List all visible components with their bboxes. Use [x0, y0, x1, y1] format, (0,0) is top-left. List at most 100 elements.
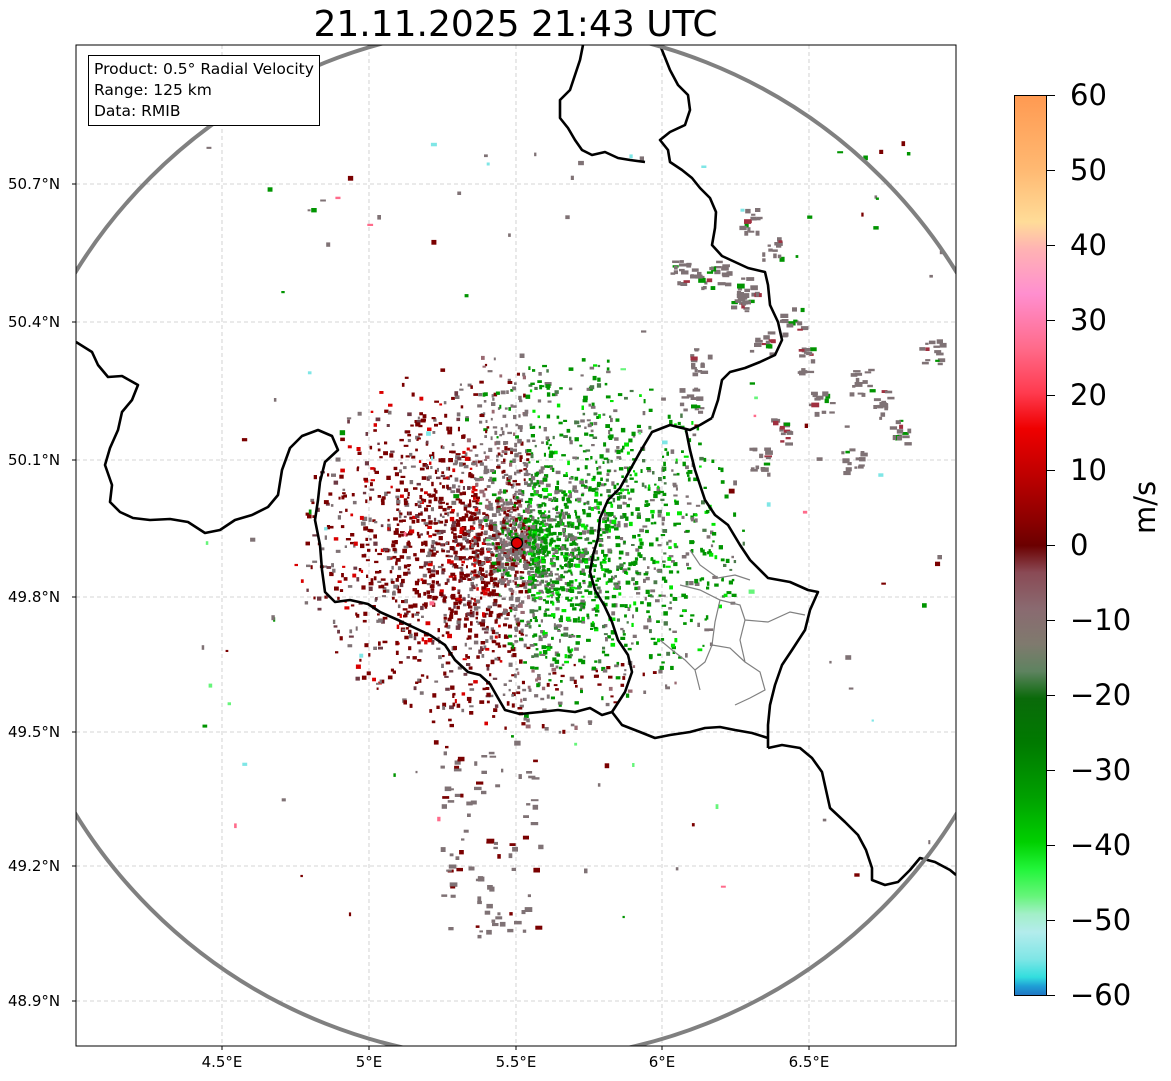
echo-pixel: [517, 671, 520, 676]
echo-pixel: [584, 465, 588, 470]
echo-pixel: [439, 403, 443, 406]
echo-pixel: [598, 539, 603, 543]
echo-pixel: [431, 580, 435, 584]
echo-pixel: [339, 511, 343, 514]
echo-pixel: [642, 672, 645, 677]
echo-pixel: [584, 589, 589, 593]
echo-pixel: [357, 411, 362, 416]
echo-pixel: [687, 470, 693, 474]
echo-pixel: [483, 645, 487, 650]
echo-pixel: [548, 518, 554, 522]
echo-pixel: [530, 480, 533, 485]
echo-pixel: [536, 683, 540, 688]
echo-pixel: [569, 436, 572, 441]
echo-pixel: [490, 553, 495, 557]
echo-pixel: [420, 578, 424, 581]
echo-pixel: [443, 751, 447, 756]
echo-pixel: [685, 552, 690, 556]
echo-pixel: [532, 522, 535, 526]
echo-pixel: [367, 223, 374, 226]
echo-pixel: [512, 846, 518, 852]
echo-pixel: [544, 727, 549, 731]
echo-pixel: [403, 501, 408, 506]
echo-pixel: [514, 626, 519, 631]
echo-pixel: [453, 605, 456, 609]
echo-pixel: [497, 854, 501, 859]
clutter-pixel: [810, 359, 816, 364]
echo-pixel: [519, 455, 523, 460]
echo-pixel: [593, 364, 598, 367]
echo-pixel: [555, 544, 560, 547]
echo-pixel: [484, 392, 488, 397]
echo-pixel: [360, 569, 364, 573]
echo-pixel: [446, 507, 450, 510]
echo-pixel: [601, 666, 606, 671]
echo-pixel: [596, 556, 600, 561]
echo-pixel: [863, 155, 868, 161]
echo-pixel: [450, 490, 456, 494]
echo-pixel: [617, 520, 621, 525]
echo-pixel: [485, 607, 491, 612]
echo-pixel: [504, 583, 507, 588]
echo-pixel: [353, 541, 358, 546]
france-germany-border: [767, 743, 956, 887]
echo-pixel: [603, 457, 609, 460]
echo-pixel: [575, 684, 578, 688]
echo-pixel: [475, 482, 479, 487]
clutter-pixel: [701, 286, 705, 291]
echo-pixel: [347, 644, 353, 648]
echo-pixel: [514, 674, 517, 678]
echo-pixel: [673, 494, 678, 497]
echo-pixel: [493, 841, 498, 845]
echo-pixel: [624, 570, 627, 574]
clutter-pixel: [785, 442, 793, 446]
echo-pixel: [548, 531, 552, 534]
echo-pixel: [501, 768, 504, 773]
echo-pixel: [343, 577, 348, 581]
echo-pixel: [324, 527, 328, 531]
echo-pixel: [414, 613, 419, 616]
echo-pixel: [587, 541, 593, 545]
echo-pixel: [474, 553, 478, 557]
echo-pixel: [560, 586, 565, 590]
echo-pixel: [442, 446, 445, 450]
clutter-pixel: [936, 339, 943, 344]
echo-pixel: [398, 533, 402, 538]
echo-pixel: [454, 565, 459, 569]
echo-pixel: [514, 628, 519, 632]
lat-label-49-8: 49.8°N: [8, 588, 61, 606]
echo-pixel: [537, 415, 540, 419]
echo-pixel: [331, 563, 334, 568]
echo-pixel: [608, 430, 611, 435]
echo-pixel: [491, 561, 497, 565]
echo-pixel: [459, 527, 465, 531]
echo-pixel: [234, 823, 237, 829]
echo-pixel: [557, 701, 563, 705]
echo-pixel: [610, 642, 616, 647]
echo-pixel: [436, 467, 439, 472]
echo-pixel: [632, 534, 636, 539]
echo-pixel: [624, 643, 628, 647]
echo-pixel: [733, 560, 737, 564]
echo-pixel: [545, 441, 549, 446]
echo-pixel: [344, 545, 347, 548]
echo-pixel: [570, 175, 574, 180]
echo-pixel: [543, 569, 549, 575]
echo-pixel: [530, 454, 534, 459]
echo-pixel: [528, 534, 534, 537]
echo-pixel: [558, 730, 562, 734]
echo-pixel: [575, 511, 578, 516]
echo-pixel: [324, 595, 328, 599]
echo-pixel: [595, 609, 600, 613]
echo-pixel: [457, 759, 461, 762]
echo-pixel: [368, 529, 374, 533]
echo-pixel: [473, 563, 476, 568]
echo-pixel: [829, 660, 832, 664]
echo-pixel: [528, 542, 531, 546]
echo-pixel: [605, 529, 609, 534]
echo-pixel: [492, 534, 496, 537]
echo-pixel: [528, 384, 533, 387]
echo-pixel: [541, 556, 545, 560]
echo-pixel: [492, 923, 499, 927]
